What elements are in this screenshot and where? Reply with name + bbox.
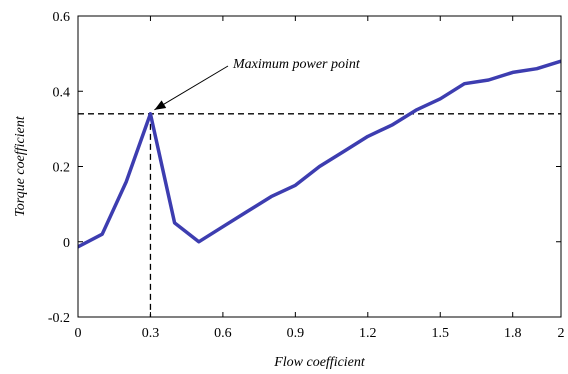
x-tick-label: 0.9 <box>287 326 305 341</box>
reference-lines <box>78 113 561 317</box>
y-tick-label: -0.2 <box>48 311 70 326</box>
series-layer <box>78 59 561 249</box>
x-tick-label: 0.6 <box>214 326 232 341</box>
x-tick-label: 0.3 <box>142 326 160 341</box>
annotation-layer: Maximum power point <box>154 57 361 111</box>
x-tick-label: 0 <box>75 326 82 341</box>
y-tick-label: 0.6 <box>53 10 71 25</box>
y-tick-label: 0 <box>63 236 70 251</box>
y-tick-label: 0.2 <box>53 161 71 176</box>
x-tick-label: 1.2 <box>359 326 377 341</box>
y-axis-title: Torque coefficient <box>13 115 28 217</box>
annotation-arrowhead <box>154 100 167 110</box>
y-tick-label: 0.4 <box>53 85 71 100</box>
x-tick-label: 1.5 <box>432 326 450 341</box>
annotation-label: Maximum power point <box>232 57 361 72</box>
x-tick-label: 2 <box>558 326 565 341</box>
ticks-layer: 0 0.3 0.6 0.9 1.2 1.5 1.8 2 -0.2 0 0.2 0.4 0.6 <box>48 10 565 341</box>
annotation-arrow <box>154 65 229 111</box>
x-axis-title: Flow coefficient <box>273 355 366 370</box>
x-tick-label: 1.8 <box>504 326 522 341</box>
torque-series-line <box>78 59 561 249</box>
plot-frame <box>77 15 562 318</box>
